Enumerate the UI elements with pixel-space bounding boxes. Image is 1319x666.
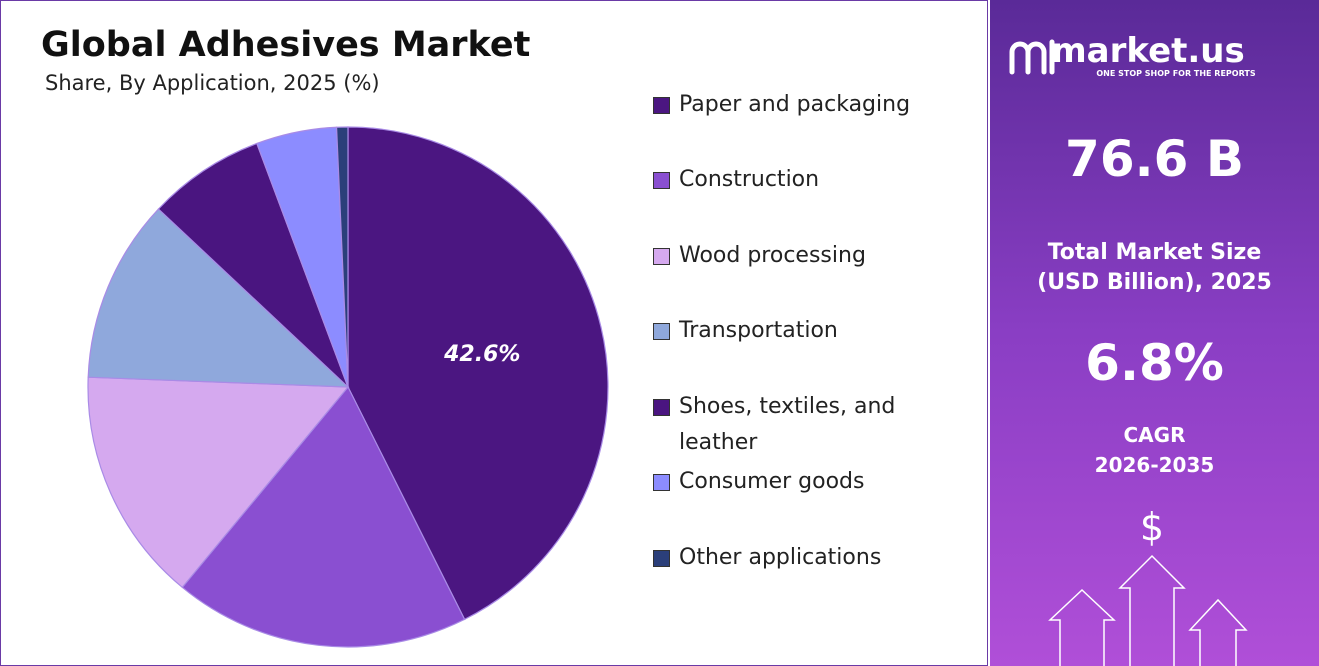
chart-title: Global Adhesives Market — [41, 25, 531, 65]
legend-item: Other applications — [653, 540, 953, 576]
logo-icon — [1009, 39, 1055, 75]
legend-label: Transportation — [679, 318, 838, 343]
chart-panel: 42.6% Global Adhesives Market Share, By … — [0, 0, 988, 666]
sidebar: market.us ONE STOP SHOP FOR THE REPORTS … — [990, 0, 1319, 666]
legend-swatch — [653, 172, 670, 189]
legend-label: Other applications — [679, 545, 882, 570]
pie-slice — [157, 142, 349, 388]
chart-subtitle: Share, By Application, 2025 (%) — [45, 71, 380, 95]
sidebar-graphics: market.us ONE STOP SHOP FOR THE REPORTS … — [1009, 31, 1256, 666]
pie-slice — [87, 376, 350, 589]
caption-line: Total Market Size — [1047, 240, 1262, 265]
legend-label: Paper and packaging — [679, 92, 911, 117]
market-size-caption: Total Market Size (USD Billion), 2025 — [990, 238, 1319, 298]
legend-swatch — [653, 550, 670, 567]
cagr-caption: CAGR 2026-2035 — [990, 420, 1319, 480]
dollar-icon: $ — [1140, 505, 1164, 549]
brand: market.us — [1051, 31, 1245, 71]
pie-slice — [87, 208, 350, 388]
legend-swatch — [653, 474, 670, 491]
legend-label: Construction — [679, 167, 820, 192]
legend-swatch — [653, 248, 670, 265]
legend-item: Wood processing — [653, 238, 953, 274]
growth-arrows — [1048, 554, 1248, 666]
pie-chart: 42.6% — [87, 126, 609, 648]
legend-item: Shoes, textiles, and leather — [653, 389, 953, 461]
pie-slice — [335, 126, 349, 388]
legend-item: Transportation — [653, 313, 953, 349]
caption-line: CAGR — [1123, 423, 1186, 447]
tagline: ONE STOP SHOP FOR THE REPORTS — [1096, 69, 1255, 78]
legend-swatch — [653, 399, 670, 416]
cagr: 6.8% — [1085, 334, 1224, 392]
caption-line: 2026-2035 — [1094, 453, 1215, 477]
legend-label: Shoes, textiles, and leather — [679, 394, 896, 455]
legend-item: Paper and packaging — [653, 87, 953, 123]
legend-label: Wood processing — [679, 243, 866, 268]
legend-swatch — [653, 97, 670, 114]
pie-slice — [347, 126, 609, 621]
caption-line: (USD Billion), 2025 — [1037, 270, 1272, 295]
legend-label: Consumer goods — [679, 469, 865, 494]
market-size: 76.6 B — [1065, 130, 1244, 188]
data-label: 42.6% — [443, 342, 520, 367]
legend-item: Consumer goods — [653, 464, 953, 500]
legend-swatch — [653, 323, 670, 340]
pie-slice — [181, 385, 466, 648]
legend-item: Construction — [653, 162, 953, 198]
